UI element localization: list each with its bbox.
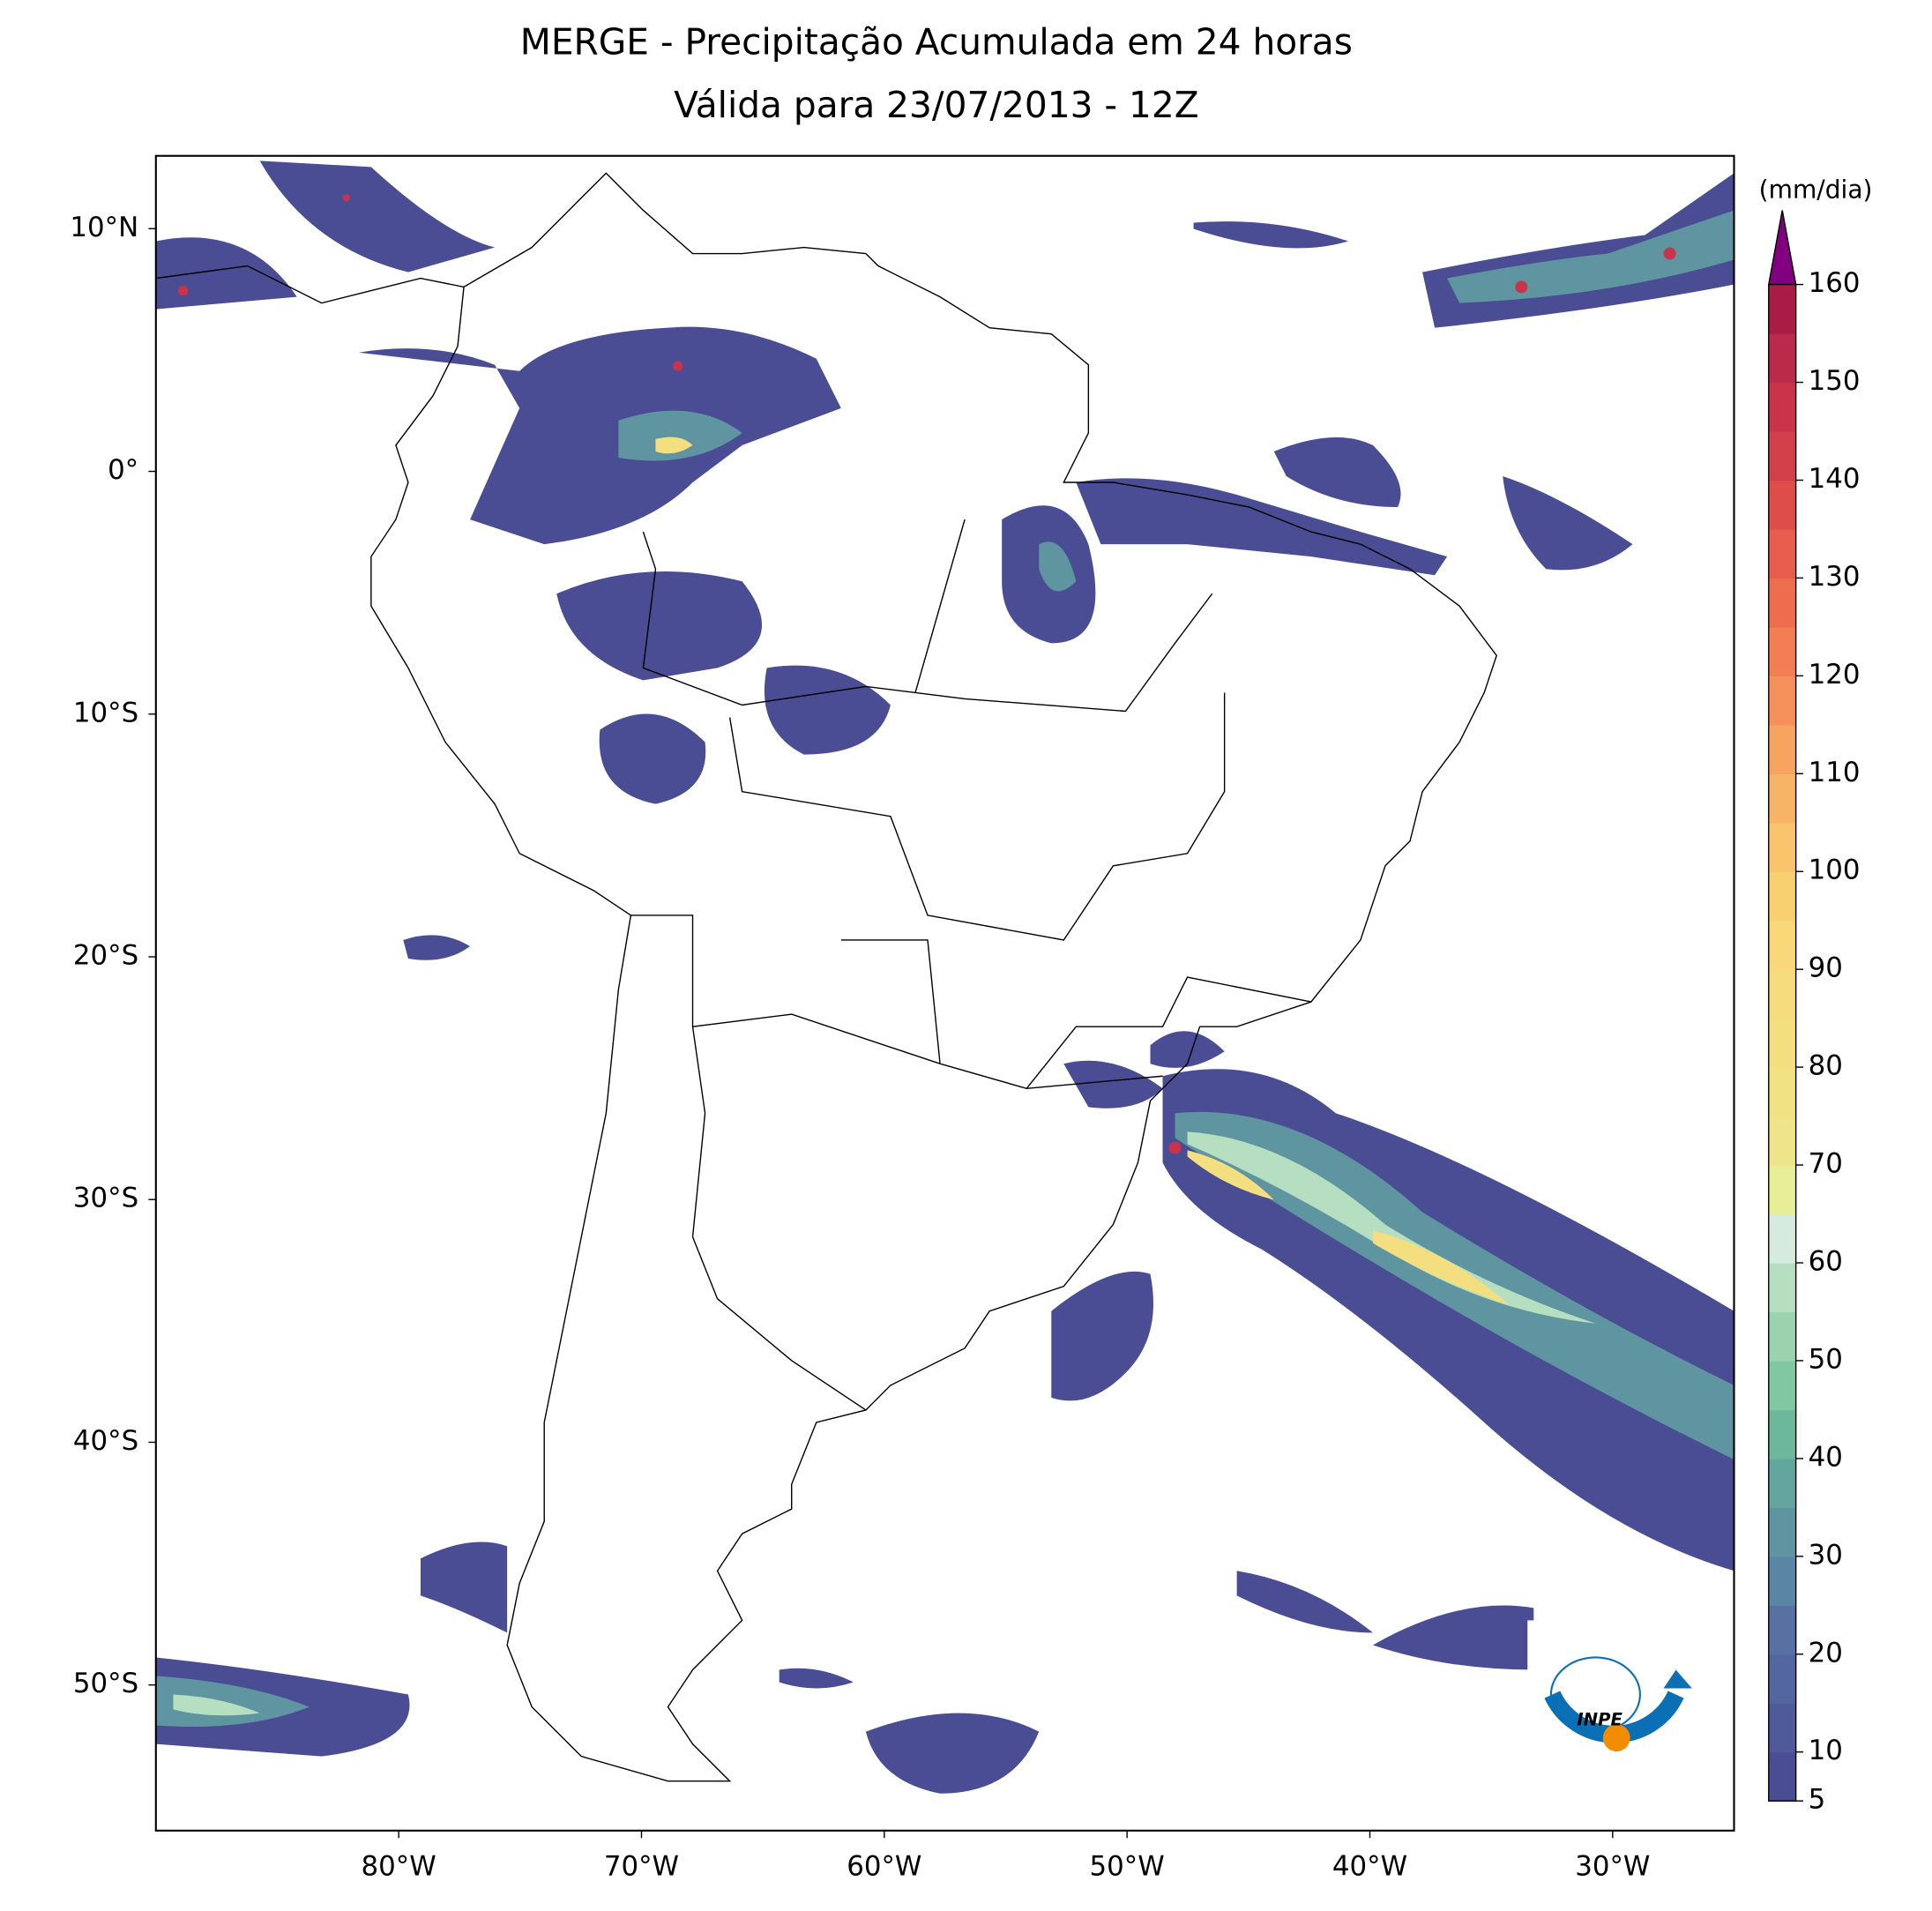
- colorbar-band: [1768, 431, 1796, 481]
- colorbar-tick-label: 20: [1809, 1637, 1843, 1668]
- colorbar-band: [1768, 578, 1796, 628]
- colorbar-band: [1768, 480, 1796, 530]
- x-tick-label: 80°W: [362, 1850, 436, 1882]
- logo: INPE: [1527, 1620, 1707, 1775]
- rain-light: [155, 160, 1734, 1794]
- map-frame: [154, 154, 1735, 1832]
- colorbar-tick-label: 5: [1809, 1784, 1826, 1816]
- colorbar-band: [1768, 1409, 1796, 1459]
- colorbar-band: [1768, 773, 1796, 824]
- colorbar-band: [1768, 1556, 1796, 1606]
- colorbar-extend: [1767, 210, 1797, 286]
- colorbar-tick-label: 50: [1809, 1343, 1843, 1375]
- x-tick-label: 60°W: [847, 1850, 921, 1882]
- colorbar-frame: [1768, 284, 1797, 1802]
- colorbar-tick-label: 60: [1809, 1245, 1843, 1277]
- colorbar-band: [1768, 724, 1796, 774]
- colorbar-tick-label: 70: [1809, 1148, 1843, 1180]
- y-tick-label: 0°: [108, 454, 138, 486]
- y-tick-label: 30°S: [73, 1183, 138, 1214]
- colorbar-tick-label: 10: [1809, 1735, 1843, 1766]
- rain-very-heavy: [655, 437, 1510, 1305]
- colorbar-band: [1768, 822, 1796, 872]
- coastline: [155, 172, 1497, 1782]
- colorbar-tick-label: 110: [1809, 757, 1861, 788]
- x-tick-label: 30°W: [1575, 1850, 1650, 1882]
- rain-moderate: [155, 210, 1734, 1728]
- map-subtitle: Válida para 23/07/2013 - 12Z: [674, 84, 1199, 126]
- colorbar-band: [1768, 1605, 1796, 1655]
- colorbar-tick-label: 150: [1809, 365, 1861, 397]
- logo-text: INPE: [1577, 1710, 1622, 1730]
- colorbar-band: [1768, 1653, 1796, 1704]
- colorbar-band: [1768, 382, 1796, 432]
- colorbar-unit: (mm/dia): [1759, 175, 1873, 204]
- colorbar-band: [1768, 333, 1796, 384]
- colorbar-tick-label: 90: [1809, 952, 1843, 984]
- x-tick-label: 40°W: [1332, 1850, 1407, 1882]
- rain-extreme: [178, 194, 1676, 1154]
- axes: 80°W 70°W 60°W 50°W 40°W 30°W 10°N 0° 10°S 20°S 30…: [70, 210, 1861, 1882]
- colorbar-band: [1768, 1507, 1796, 1557]
- colorbar-tick-label: 130: [1809, 561, 1861, 593]
- colorbar-band: [1768, 1067, 1796, 1117]
- y-tick-label: 10°S: [73, 697, 138, 728]
- colorbar-band: [1768, 1165, 1796, 1215]
- colorbar-tick-label: 100: [1809, 855, 1861, 886]
- colorbar-band: [1768, 1262, 1796, 1313]
- colorbar-band: [1768, 1213, 1796, 1264]
- colorbar-band: [1768, 1116, 1796, 1166]
- y-tick-label: 40°S: [73, 1425, 138, 1457]
- colorbar-band: [1768, 626, 1796, 677]
- colorbar-band: [1768, 676, 1796, 726]
- y-tick-label: 50°S: [73, 1668, 138, 1699]
- precipitation-field: [155, 160, 1734, 1794]
- colorbar-tick-label: 160: [1809, 267, 1861, 299]
- colorbar-band: [1768, 1360, 1796, 1411]
- colorbar-band: [1768, 1751, 1796, 1802]
- colorbar-band: [1768, 920, 1796, 970]
- colorbar-band: [1768, 1311, 1796, 1362]
- colorbar-band: [1768, 969, 1796, 1019]
- colorbar-tick-label: 40: [1809, 1441, 1843, 1473]
- colorbar-band: [1768, 1458, 1796, 1509]
- map-title: MERGE - Precipitação Acumulada em 24 hor…: [520, 21, 1353, 63]
- colorbar-band: [1768, 871, 1796, 922]
- y-tick-label: 20°S: [73, 939, 138, 971]
- rain-heavy: [173, 1131, 1596, 1716]
- colorbar-band: [1768, 284, 1796, 334]
- x-tick-label: 50°W: [1090, 1850, 1165, 1882]
- colorbar-band: [1768, 1018, 1796, 1068]
- colorbar-tick-label: 30: [1809, 1539, 1843, 1571]
- colorbar-tick-label: 120: [1809, 659, 1861, 690]
- colorbar-band: [1768, 1703, 1796, 1753]
- colorbar-band: [1768, 528, 1796, 579]
- y-tick-label: 10°N: [70, 212, 138, 243]
- x-tick-label: 70°W: [604, 1850, 679, 1882]
- colorbar-tick-label: 80: [1809, 1050, 1843, 1082]
- colorbar-tick-label: 140: [1809, 463, 1861, 495]
